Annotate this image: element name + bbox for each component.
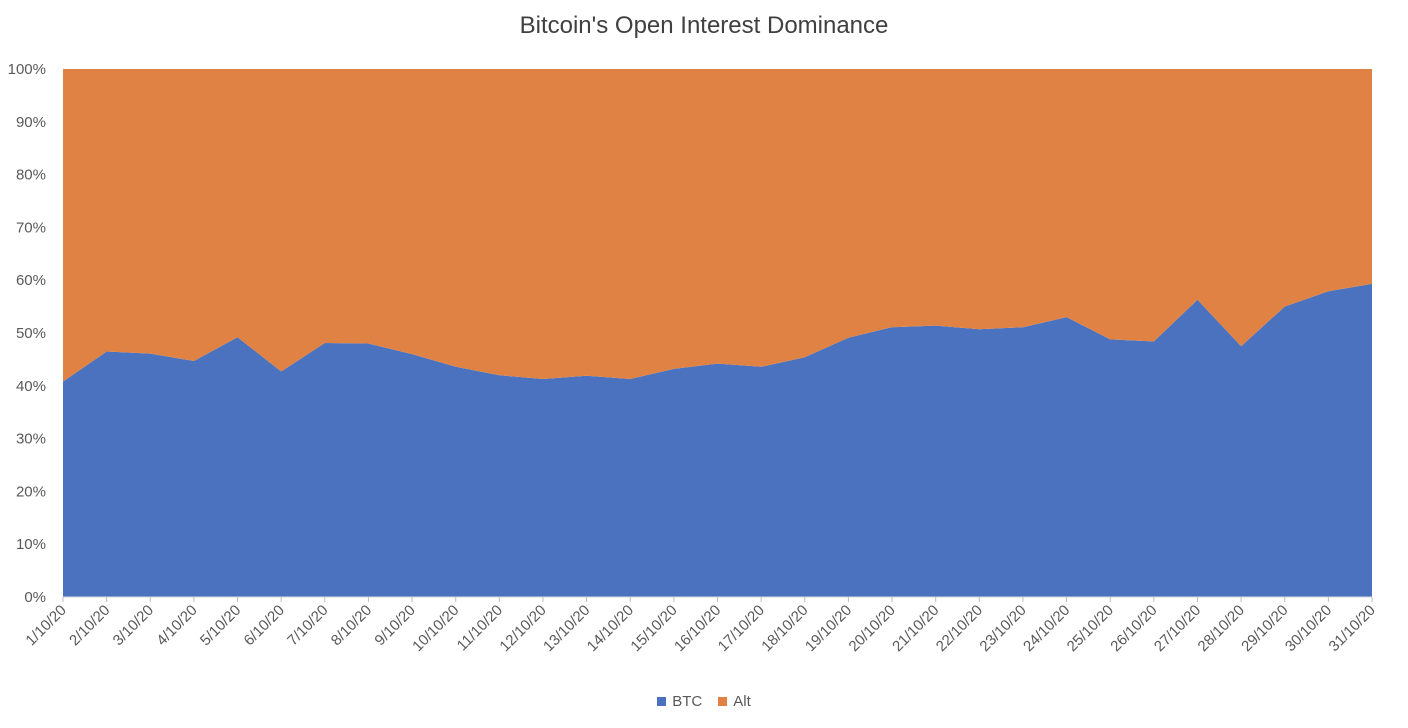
x-tick-label: 13/10/20 [540, 602, 593, 655]
y-tick-label: 0% [24, 589, 46, 606]
y-axis: 0% 10% 20% 30% 40% 50% 60% 70% 80% 90% 100% [8, 61, 46, 606]
x-tick-label: 16/10/20 [671, 602, 724, 655]
legend-label-alt: Alt [733, 693, 751, 710]
x-tick-label: 5/10/20 [197, 602, 244, 649]
x-tick-label: 12/10/20 [496, 602, 549, 655]
y-tick-label: 30% [16, 431, 46, 448]
legend-swatch-btc [657, 697, 667, 706]
x-axis: 1/10/202/10/203/10/204/10/205/10/206/10/… [22, 596, 1379, 655]
x-tick-label: 4/10/20 [153, 602, 200, 649]
x-tick-label: 11/10/20 [454, 602, 507, 655]
x-tick-label: 6/10/20 [241, 602, 288, 649]
legend-swatch-alt [718, 697, 728, 706]
y-tick-label: 60% [16, 272, 46, 289]
x-tick-label: 31/10/20 [1326, 602, 1379, 655]
legend-label-btc: BTC [672, 693, 703, 710]
area-btc [63, 283, 1372, 597]
x-tick-label: 23/10/20 [976, 602, 1029, 655]
area-layer [63, 69, 1372, 597]
x-tick-label: 25/10/20 [1064, 602, 1117, 655]
x-tick-label: 15/10/20 [627, 602, 680, 655]
x-tick-label: 20/10/20 [846, 602, 899, 655]
x-tick-label: 27/10/20 [1151, 602, 1204, 655]
x-tick-label: 1/10/20 [22, 602, 69, 649]
x-tick-label: 18/10/20 [758, 602, 811, 655]
y-tick-label: 50% [16, 325, 46, 342]
x-tick-label: 28/10/20 [1195, 602, 1248, 655]
y-tick-label: 80% [16, 167, 46, 184]
y-tick-label: 70% [16, 219, 46, 236]
y-tick-label: 10% [16, 536, 46, 553]
x-tick-label: 22/10/20 [933, 602, 986, 655]
x-tick-label: 21/10/20 [889, 602, 942, 655]
y-tick-label: 40% [16, 378, 46, 395]
chart-title: Bitcoin's Open Interest Dominance [519, 12, 889, 39]
x-tick-label: 30/10/20 [1282, 602, 1335, 655]
x-tick-label: 14/10/20 [584, 602, 637, 655]
legend-item-btc: BTC [657, 693, 702, 710]
y-tick-label: 90% [16, 114, 46, 131]
y-tick-label: 20% [16, 483, 46, 500]
x-tick-label: 2/10/20 [66, 602, 113, 649]
x-tick-label: 19/10/20 [802, 602, 855, 655]
legend-item-alt: Alt [718, 693, 751, 710]
x-tick-label: 17/10/20 [715, 602, 768, 655]
x-tick-label: 8/10/20 [328, 602, 375, 649]
x-tick-label: 3/10/20 [110, 602, 157, 649]
y-tick-label: 100% [8, 61, 46, 78]
area-alt [63, 69, 1372, 382]
x-tick-label: 29/10/20 [1238, 602, 1291, 655]
x-tick-label: 10/10/20 [409, 602, 462, 655]
legend: BTC Alt [0, 693, 1408, 710]
x-tick-label: 26/10/20 [1107, 602, 1160, 655]
x-tick-label: 7/10/20 [284, 602, 331, 649]
x-tick-label: 24/10/20 [1020, 602, 1073, 655]
